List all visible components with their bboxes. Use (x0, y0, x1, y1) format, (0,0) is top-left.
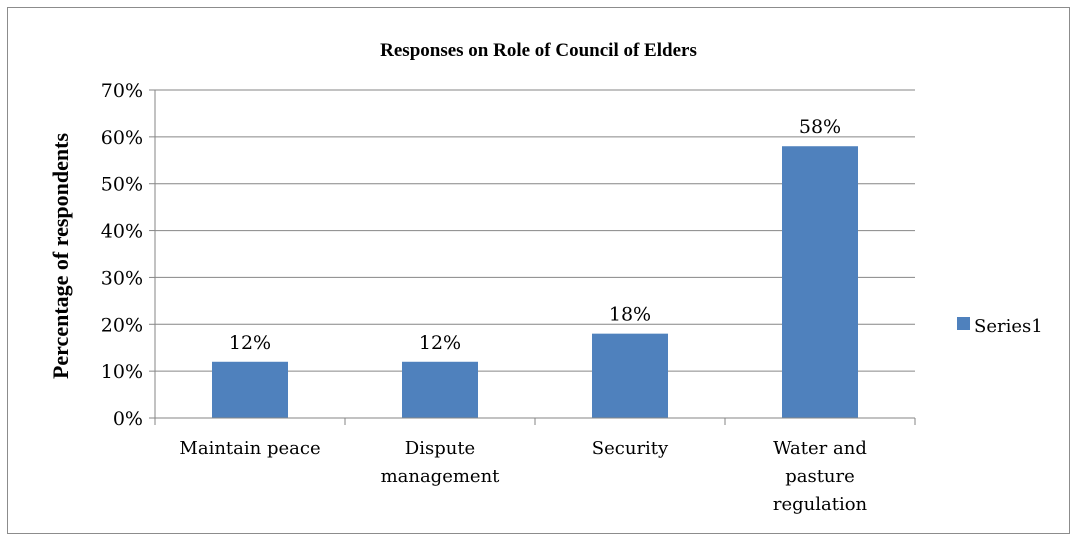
x-category-label-line: Water and (773, 438, 867, 459)
x-category-label: Security (592, 438, 669, 459)
x-category-label: Maintain peace (179, 438, 320, 459)
labels: 0% 10% 20% 30% 40% 50% 60% 70% 12% Maintain peace… (48, 80, 868, 515)
x-category-label-line: management (381, 466, 501, 487)
y-tick-label: 60% (101, 127, 143, 149)
legend-swatch (957, 317, 970, 330)
chart-title: Responses on Role of Council of Elders (380, 40, 697, 61)
y-tick-label: 40% (101, 221, 143, 243)
x-category-label-line: Security (592, 438, 669, 459)
x-category-label-line: regulation (773, 494, 868, 515)
legend: Series1 (957, 316, 1043, 337)
y-tick-label: 0% (113, 408, 143, 430)
data-label: 12% (229, 332, 271, 354)
data-label: 12% (419, 332, 461, 354)
y-tick-label: 50% (101, 174, 143, 196)
x-category-label-line: Maintain peace (179, 438, 320, 459)
bar (212, 361, 288, 418)
x-category-label-line: pasture (785, 466, 855, 487)
x-category-label: Water and pasture regulation (773, 438, 868, 515)
data-label: 58% (799, 116, 841, 138)
y-tick-label: 10% (101, 361, 143, 383)
chart-frame (7, 7, 1070, 534)
y-tick-label: 20% (101, 314, 143, 336)
x-category-label: Dispute management (381, 438, 501, 487)
bars (212, 146, 858, 418)
x-category-label-line: Dispute (405, 438, 475, 459)
data-label: 18% (609, 304, 651, 326)
bar (782, 146, 858, 418)
y-tick-label: 30% (101, 267, 143, 289)
y-tick-label: 70% (101, 80, 143, 102)
legend-label: Series1 (974, 316, 1043, 337)
axes (149, 89, 916, 425)
bar (592, 333, 668, 418)
y-axis-title: Percentage of respondents (48, 133, 73, 379)
bar (402, 361, 478, 418)
